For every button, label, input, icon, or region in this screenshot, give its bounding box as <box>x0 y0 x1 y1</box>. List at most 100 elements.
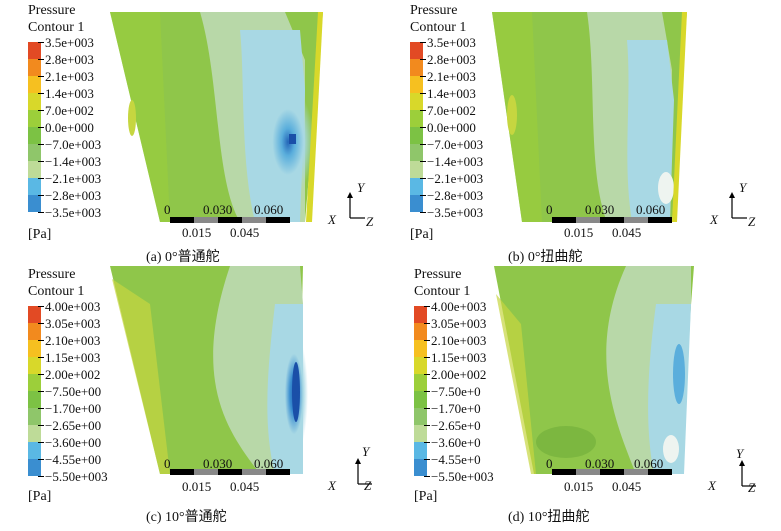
legend-label: 1.4e+003 <box>45 86 94 101</box>
legend-label: 2.1e+003 <box>427 69 476 84</box>
rudder-contour-plot <box>492 12 747 223</box>
panel-caption: (c) 10°普通舵 <box>146 510 227 525</box>
legend-swatch <box>28 391 41 408</box>
legend-swatch <box>414 374 427 391</box>
color-legend: 4.00e+003 3.05e+003 2.10e+003 1.15e+003 2.00… <box>28 300 108 483</box>
legend-tick <box>38 212 44 213</box>
color-legend: 4.00e+003 3.05e+003 2.10e+003 1.15e+003 2.00… <box>414 300 494 483</box>
legend-tick <box>38 340 44 341</box>
legend-tick <box>38 59 44 60</box>
legend-tick <box>420 178 426 179</box>
scale-label: 0.015 <box>564 225 594 240</box>
legend-label: 2.1e+003 <box>45 69 94 84</box>
scale-label: 0 <box>164 456 171 471</box>
legend-tick <box>38 323 44 324</box>
legend-tick <box>38 76 44 77</box>
legend-tick <box>420 127 426 128</box>
scale-label: 0.030 <box>203 202 233 217</box>
scale-bar-segment <box>576 217 600 223</box>
scale-bar-segment <box>552 469 576 475</box>
legend-tick <box>38 110 44 111</box>
rudder-contour-plot <box>494 266 756 487</box>
contour-region <box>496 294 536 474</box>
legend-tick <box>424 442 430 443</box>
legend-swatch <box>414 391 427 408</box>
scale-bar-segment <box>600 469 624 475</box>
legend-unit: [Pa] <box>410 227 434 242</box>
legend-tick <box>420 59 426 60</box>
scale-bar-segment <box>218 217 242 223</box>
legend-swatch <box>414 408 427 425</box>
legend-swatch <box>28 306 41 323</box>
axis-y-arrowhead <box>347 192 353 198</box>
scale-bar-segment <box>624 217 648 223</box>
scale-bar-segment <box>648 217 672 223</box>
legend-tick <box>424 425 430 426</box>
scale-label: 0.060 <box>254 202 284 217</box>
contour-region <box>658 172 674 204</box>
axis-label-z: Z <box>364 478 372 493</box>
panel-d: Pressure Contour 1 4.00e+003 3.05e+003 2.1… <box>386 264 776 529</box>
scale-label: 0.015 <box>182 479 212 494</box>
legend-swatch <box>410 195 423 212</box>
legend-tick <box>420 76 426 77</box>
axis-label-x: X <box>708 478 716 493</box>
scale-label: 0.060 <box>254 456 284 471</box>
contour-region <box>128 100 136 136</box>
scale-label: 0.060 <box>634 456 664 471</box>
legend-tick <box>38 459 44 460</box>
axis-label-x: X <box>328 212 336 227</box>
panel-a: Pressure Contour 1 3.5e+003 2.8e+003 2.1e+… <box>0 0 390 265</box>
legend-swatch <box>410 93 423 110</box>
legend-label: −2.8e+003 <box>45 188 102 203</box>
legend-swatch <box>28 340 41 357</box>
legend-title: Pressure Contour 1 <box>28 266 84 300</box>
legend-label: 3.05e+003 <box>431 316 487 331</box>
legend-swatch <box>28 357 41 374</box>
scale-label: 0.030 <box>585 202 615 217</box>
legend-label: −1.70e+0 <box>431 401 481 416</box>
panel-c: Pressure Contour 1 4.00e+003 3.05e+003 2.1… <box>0 264 390 529</box>
legend-label: −1.70e+00 <box>45 401 102 416</box>
legend-title: Pressure Contour 1 <box>28 2 84 36</box>
legend-label: −7.0e+003 <box>45 137 102 152</box>
low-pressure-core <box>289 134 296 144</box>
legend-swatch <box>414 357 427 374</box>
contour-region <box>306 12 323 222</box>
legend-label: −2.65e+00 <box>45 418 102 433</box>
legend-label: −4.55e+0 <box>431 452 481 467</box>
scale-bar-segment <box>648 469 672 475</box>
scale-bar-segment <box>194 469 218 475</box>
scale-bar-segment <box>242 469 266 475</box>
scale-label: 0.045 <box>230 225 260 240</box>
scale-label: 0.045 <box>612 225 642 240</box>
legend-swatch <box>28 323 41 340</box>
legend-swatch <box>414 442 427 459</box>
scale-bar-segment <box>266 217 290 223</box>
contour-region <box>672 12 687 222</box>
legend-tick <box>38 408 44 409</box>
legend-label: 2.00e+002 <box>431 367 487 382</box>
legend-label: −3.5e+003 <box>45 205 102 220</box>
legend-swatch <box>410 76 423 93</box>
legend-tick <box>420 161 426 162</box>
scale-bar-segment <box>242 217 266 223</box>
legend-title-line2: Contour 1 <box>28 20 85 35</box>
legend-label: 1.15e+003 <box>431 350 487 365</box>
axis-label-y: Y <box>362 444 370 459</box>
legend-label: −2.65e+0 <box>431 418 481 433</box>
legend-label: 1.15e+003 <box>45 350 101 365</box>
scale-label: 0 <box>164 202 171 217</box>
legend-title-line1: Pressure <box>414 267 462 282</box>
legend-label: −7.50e+00 <box>45 384 102 399</box>
legend-tick <box>424 340 430 341</box>
scale-label: 0.030 <box>585 456 615 471</box>
legend-swatch <box>28 459 41 476</box>
legend-label: 0.0e+000 <box>427 120 476 135</box>
legend-label: −7.0e+003 <box>427 137 484 152</box>
legend-tick <box>38 127 44 128</box>
legend-tick <box>38 178 44 179</box>
axis-label-y: Y <box>739 180 747 195</box>
legend-tick <box>38 425 44 426</box>
scale-bar-segment <box>218 469 242 475</box>
